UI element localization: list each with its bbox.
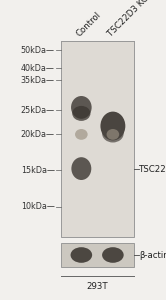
Text: TSC22D3 KO: TSC22D3 KO bbox=[107, 0, 151, 38]
Ellipse shape bbox=[71, 247, 92, 263]
Bar bbox=[61, 243, 134, 267]
Ellipse shape bbox=[71, 96, 92, 119]
Text: 15kDa—: 15kDa— bbox=[21, 166, 55, 175]
Text: 25kDa—: 25kDa— bbox=[21, 106, 55, 115]
Text: 40kDa—: 40kDa— bbox=[21, 64, 55, 73]
Ellipse shape bbox=[100, 112, 125, 140]
Text: 20kDa—: 20kDa— bbox=[21, 130, 55, 139]
Ellipse shape bbox=[102, 247, 124, 263]
Text: Control: Control bbox=[75, 10, 103, 38]
Bar bbox=[61, 40, 134, 237]
Text: 35kDa—: 35kDa— bbox=[21, 76, 55, 85]
Text: 293T: 293T bbox=[87, 282, 108, 291]
Ellipse shape bbox=[102, 124, 124, 142]
Ellipse shape bbox=[72, 106, 90, 121]
Ellipse shape bbox=[75, 129, 88, 140]
Ellipse shape bbox=[107, 129, 119, 140]
Text: 10kDa—: 10kDa— bbox=[21, 202, 55, 211]
Text: β-actin: β-actin bbox=[139, 250, 166, 260]
Text: 50kDa—: 50kDa— bbox=[21, 46, 55, 55]
Text: TSC22D3: TSC22D3 bbox=[139, 165, 166, 174]
Ellipse shape bbox=[71, 157, 91, 180]
